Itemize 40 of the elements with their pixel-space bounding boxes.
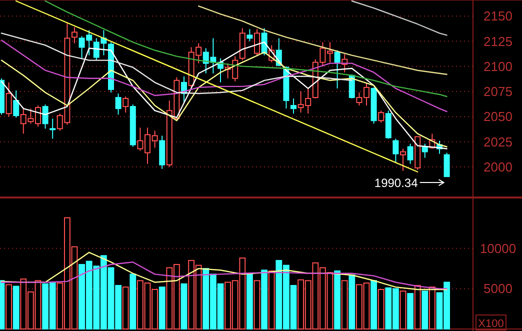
y-tick-label: 2100 (484, 58, 512, 74)
y-tick-label: 2075 (484, 84, 512, 100)
bar (254, 280, 260, 330)
bar (180, 283, 188, 330)
bar (261, 270, 268, 330)
y-tick-label: 2050 (484, 109, 512, 124)
bar (348, 274, 356, 330)
bar (407, 293, 414, 330)
text: X100 (478, 318, 504, 330)
y-tick-label: 2150 (484, 8, 512, 24)
line-series (44, 0, 448, 98)
y-tick-label: 2125 (484, 34, 512, 49)
bar (341, 280, 348, 330)
bar (334, 270, 340, 330)
y-tick-label: 2000 (484, 159, 512, 174)
bar (378, 289, 384, 330)
y-tick-label: 5000 (484, 281, 512, 296)
bar (158, 286, 166, 330)
bar (130, 274, 136, 330)
bar (12, 286, 20, 330)
bar (400, 290, 406, 330)
line-series (351, 0, 448, 36)
candlestick (50, 118, 56, 140)
bar (422, 290, 428, 330)
candlestick (72, 26, 78, 44)
candlestick (290, 98, 296, 114)
bar (246, 274, 253, 330)
bar (414, 284, 421, 330)
bar (370, 280, 377, 330)
line-series (0, 40, 448, 112)
y-tick-label: 10000 (480, 240, 516, 256)
bar (122, 286, 129, 330)
line-series (0, 261, 448, 290)
bar (429, 286, 436, 330)
line-series (198, 5, 448, 75)
bar (268, 270, 275, 330)
line-series (0, 32, 352, 94)
bar (6, 284, 12, 330)
y-tick-label: 2025 (484, 134, 512, 150)
annotation: 1990.34 (374, 176, 418, 190)
